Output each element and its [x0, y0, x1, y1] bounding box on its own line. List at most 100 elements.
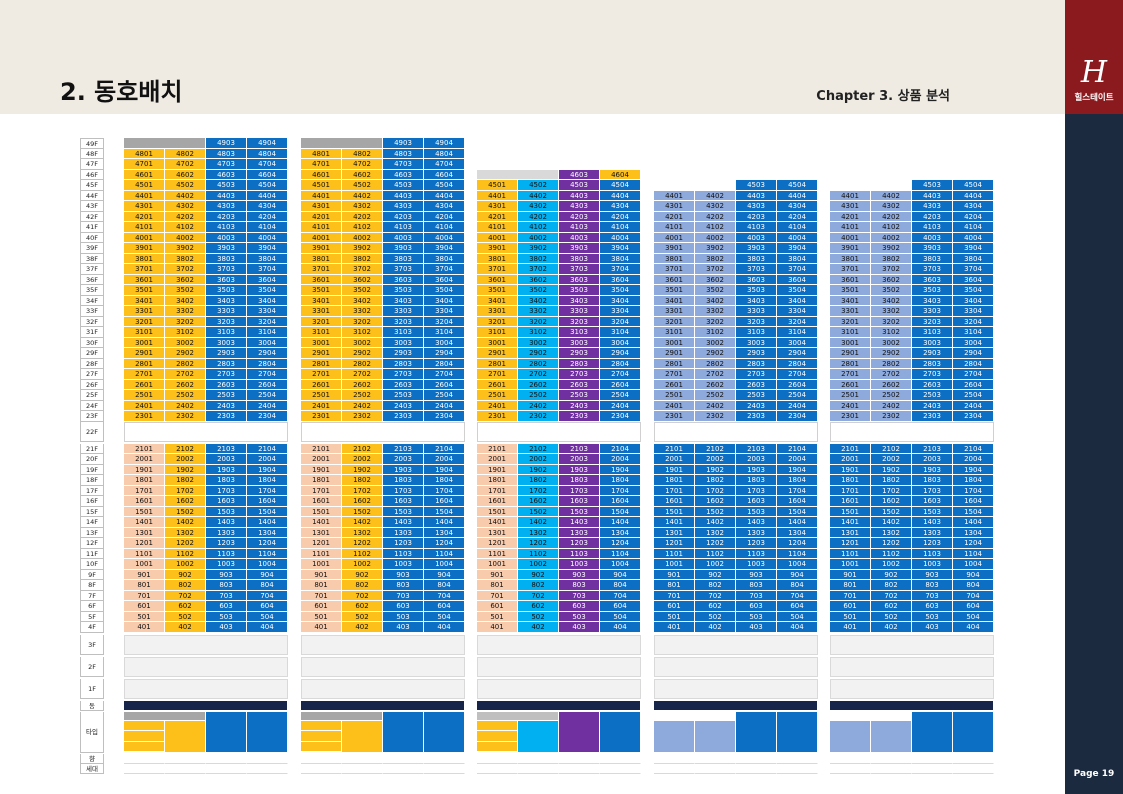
unit-cell: 2404: [600, 400, 641, 411]
floor-label: 7F: [80, 590, 104, 601]
unit-cell: 3402: [695, 295, 736, 306]
unit-cell: 3904: [424, 243, 465, 254]
floor-label: 43F: [80, 201, 104, 212]
unit-cell: 1101: [301, 548, 342, 559]
unit-cell: 2301: [124, 411, 165, 422]
unit-cell: 1604: [953, 496, 994, 507]
unit-cell: 1703: [912, 485, 953, 496]
unit-cell: 4304: [777, 201, 818, 212]
unit-cell: 1901: [830, 464, 871, 475]
unit-cell: 1803: [559, 475, 600, 486]
unit-cell: 2302: [342, 411, 383, 422]
unit-type-label: [301, 741, 342, 753]
unit-cell: 503: [383, 611, 424, 622]
unit-cell: 3304: [247, 306, 288, 317]
floor-label: 48F: [80, 148, 104, 159]
unit-cell: 3903: [206, 243, 247, 254]
unit-cell: 2702: [695, 369, 736, 380]
unit-cell: 4402: [165, 190, 206, 201]
unit-cell: 3604: [953, 274, 994, 285]
unit-type-label: [871, 720, 912, 753]
unit-cell: 1601: [301, 496, 342, 507]
unit-cell: 3603: [559, 274, 600, 285]
unit-cell: 404: [953, 622, 994, 633]
unit-cell: 1404: [953, 517, 994, 528]
unit-cell: 3603: [206, 274, 247, 285]
unit-cell: 504: [953, 611, 994, 622]
unit-cell: 1401: [654, 517, 695, 528]
unit-cell: 4101: [124, 222, 165, 233]
unit-cell: 2903: [912, 348, 953, 359]
unit-cell: 2502: [518, 390, 559, 401]
unit-cell: 4404: [953, 190, 994, 201]
unit-cell: 2504: [953, 390, 994, 401]
unit-cell: 1602: [165, 496, 206, 507]
floor-label: 2F: [80, 656, 104, 677]
floor-label: 15F: [80, 506, 104, 517]
unit-cell: 4304: [424, 201, 465, 212]
unit-cell: 1604: [247, 496, 288, 507]
unit-cell: 2504: [600, 390, 641, 401]
floor-label: 12F: [80, 538, 104, 549]
unit-cell: 3903: [912, 243, 953, 254]
unit-cell: 3901: [301, 243, 342, 254]
unit-cell: 4703: [206, 159, 247, 170]
household-count-cell: [777, 763, 818, 774]
amenity-floor-1: [124, 678, 288, 699]
unit-cell: 3301: [830, 306, 871, 317]
unit-cell: 1404: [600, 517, 641, 528]
floor-label: 30F: [80, 337, 104, 348]
unit-cell: 3502: [518, 285, 559, 296]
area-total-label: [477, 711, 559, 721]
unit-cell: 2602: [165, 379, 206, 390]
unit-cell: 802: [518, 580, 559, 591]
amenity-floor-3: [830, 634, 994, 655]
unit-cell: 903: [736, 569, 777, 580]
unit-cell: 404: [247, 622, 288, 633]
unit-type-label: [654, 720, 695, 753]
unit-cell: 3004: [600, 337, 641, 348]
unit-cell: 4602: [165, 169, 206, 180]
unit-cell: 3101: [124, 327, 165, 338]
unit-cell: 1402: [871, 517, 912, 528]
unit-cell: 1002: [518, 559, 559, 570]
household-count-cell: [124, 763, 165, 774]
unit-cell: 1004: [953, 559, 994, 570]
unit-cell: 2002: [342, 454, 383, 465]
unit-cell: 1303: [736, 527, 777, 538]
unit-cell: 1304: [953, 527, 994, 538]
unit-cell: 2704: [777, 369, 818, 380]
unit-cell: 2502: [871, 390, 912, 401]
unit-cell: 1603: [383, 496, 424, 507]
unit-cell: 703: [736, 590, 777, 601]
unit-cell: 904: [424, 569, 465, 580]
unit-cell: 3903: [736, 243, 777, 254]
unit-cell: 2401: [830, 400, 871, 411]
unit-cell: 1404: [777, 517, 818, 528]
unit-cell: 3004: [777, 337, 818, 348]
unit-cell: 2501: [830, 390, 871, 401]
unit-cell: 2102: [871, 443, 912, 454]
unit-cell: 3804: [424, 253, 465, 264]
unit-cell: 502: [165, 611, 206, 622]
unit-cell: 1702: [342, 485, 383, 496]
unit-cell: 2901: [654, 348, 695, 359]
unit-cell: 1004: [777, 559, 818, 570]
unit-cell: 4501: [124, 180, 165, 191]
unit-cell: 4504: [424, 180, 465, 191]
unit-cell: 1001: [477, 559, 518, 570]
building-name: [124, 700, 288, 711]
unit-cell: 2901: [301, 348, 342, 359]
unit-cell: 703: [206, 590, 247, 601]
unit-cell: 1503: [383, 506, 424, 517]
unit-cell: 802: [342, 580, 383, 591]
unit-cell: 3704: [247, 264, 288, 275]
unit-cell: 3404: [600, 295, 641, 306]
unit-cell: 2401: [301, 400, 342, 411]
unit-cell: 1503: [559, 506, 600, 517]
unit-cell: 2502: [165, 390, 206, 401]
household-count-cell: [953, 763, 994, 774]
unit-cell: 4302: [695, 201, 736, 212]
unit-cell: 503: [559, 611, 600, 622]
unit-cell: 4804: [424, 148, 465, 159]
